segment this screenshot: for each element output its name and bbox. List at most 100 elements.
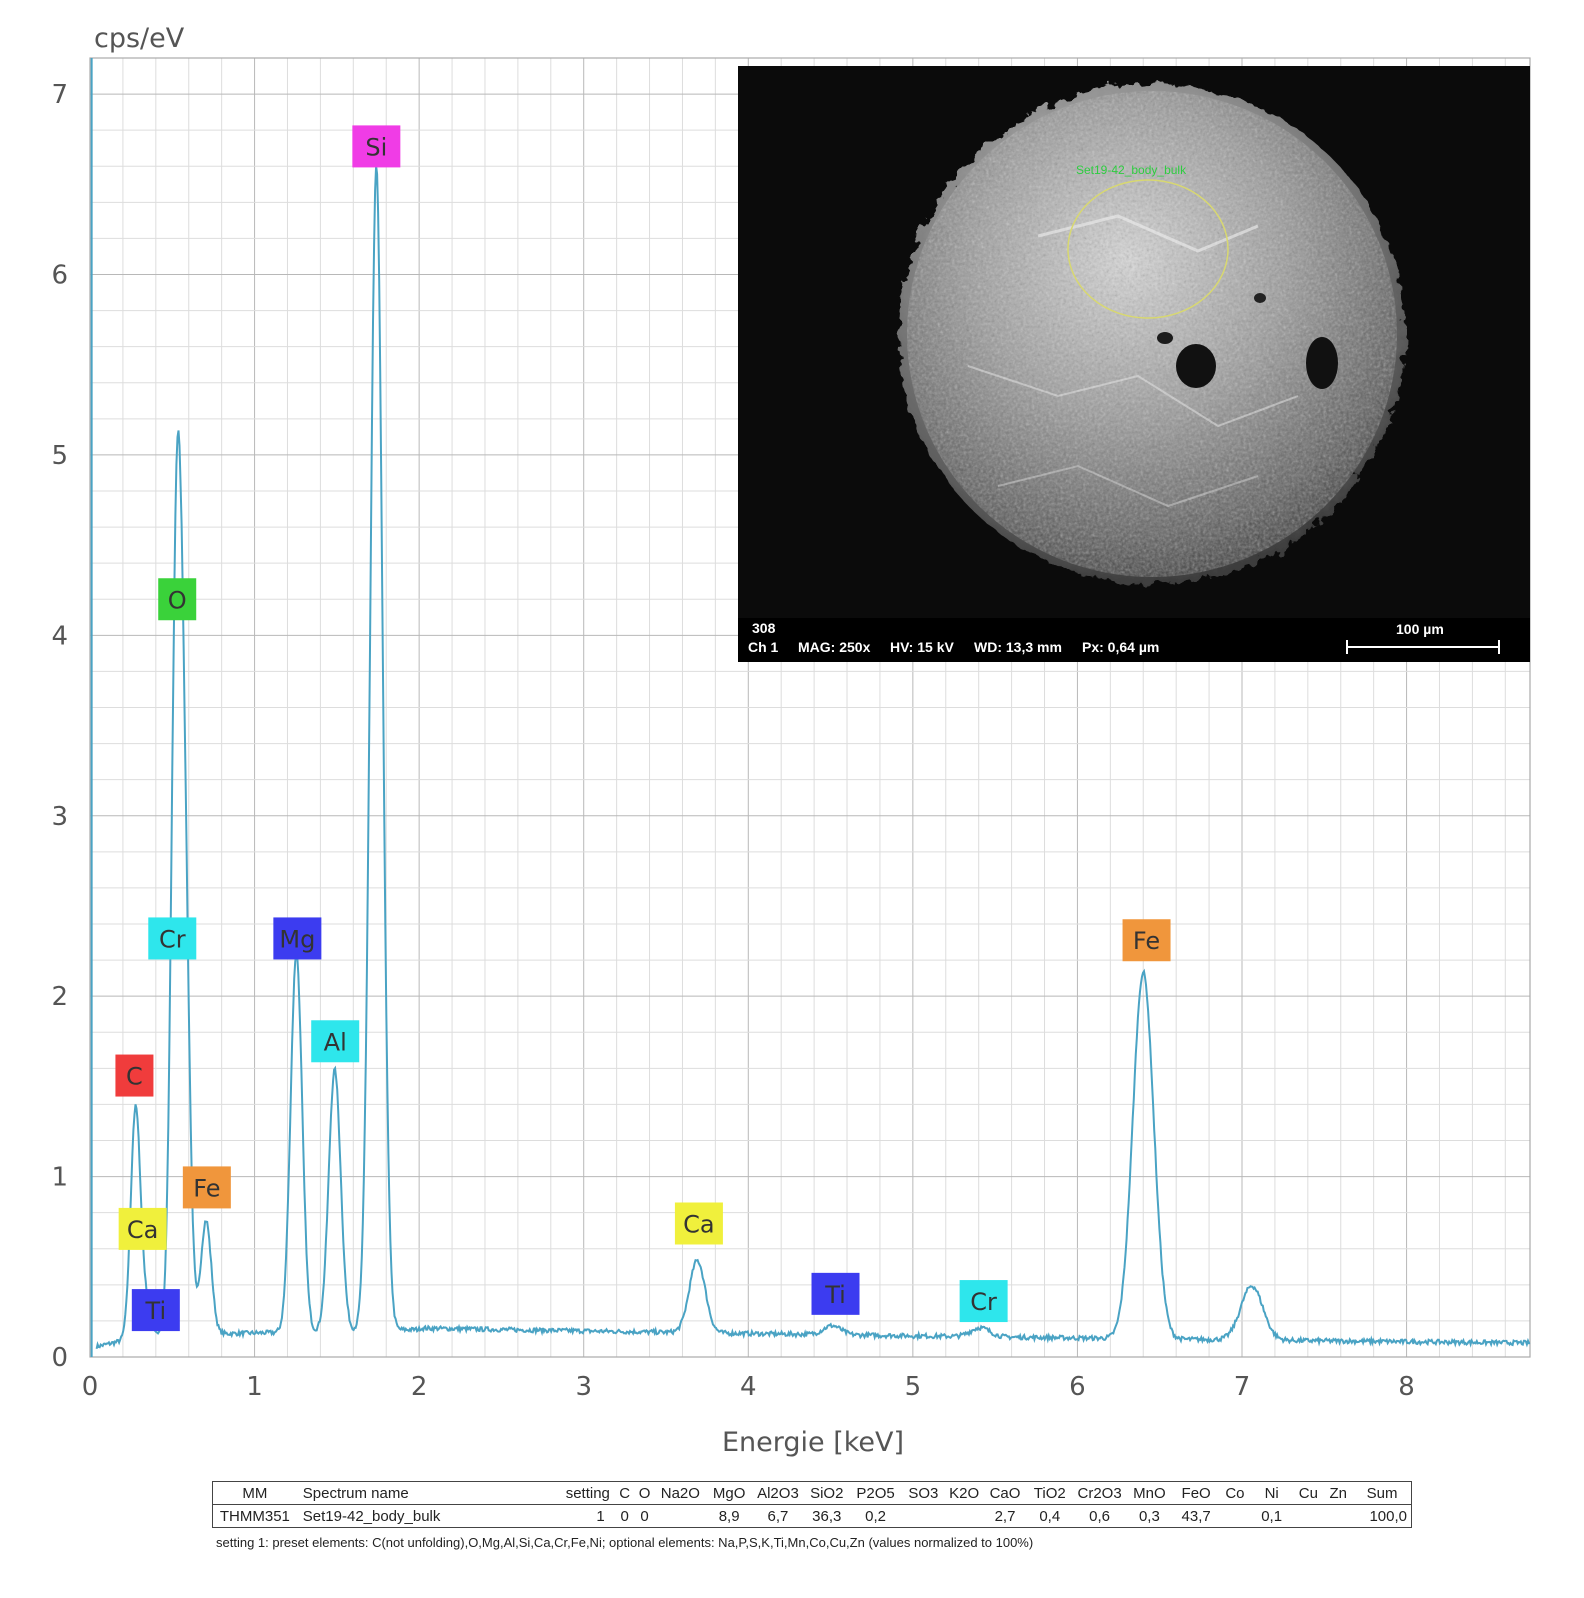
table-cell: 2,7 (994, 1507, 1016, 1525)
peak-label-box (131, 1289, 180, 1332)
peak-label-cr: Cr (148, 917, 197, 960)
channel-info: Ch 1 (748, 639, 779, 655)
header-cell: MgO (706, 1482, 753, 1505)
peak-label-text: Si (365, 133, 387, 161)
peak-label-ti: Ti (811, 1272, 860, 1315)
peak-label-box (273, 917, 322, 960)
quantification-table: MM Spectrum name setting C O Na2O MgO Al… (212, 1481, 1412, 1528)
header-cell: setting (560, 1482, 615, 1505)
peak-label-box (115, 1054, 154, 1097)
peak-label-text: Fe (1133, 927, 1160, 955)
table-footnote: setting 1: preset elements: C(not unfold… (216, 1535, 1034, 1550)
header-cell: FeO (1172, 1482, 1220, 1505)
x-axis-title: Energie [keV] (722, 1427, 904, 1458)
table-cell: 8,9 (718, 1507, 740, 1525)
header-cell: SO3 (901, 1482, 946, 1505)
peak-label-al: Al (311, 1020, 360, 1063)
table-cell: 0,6 (1089, 1507, 1111, 1525)
sem-inset-image: Set19-42_body_bulk 308 Ch 1 MAG: 250x HV… (738, 66, 1530, 662)
table-cell: 6,7 (767, 1507, 789, 1525)
peak-label-text: Ti (145, 1297, 167, 1325)
peak-label-si: Si (352, 125, 401, 168)
peak-label-box (959, 1280, 1008, 1323)
peak-label-ca: Ca (118, 1207, 167, 1250)
spectrum-line (95, 165, 1531, 1350)
peak-label-c: C (115, 1054, 154, 1097)
header-cell: Co (1220, 1482, 1250, 1505)
x-tick-label: 4 (740, 1372, 757, 1402)
magnification-info: MAG: 250x (798, 639, 871, 655)
spectrum-series (90, 58, 1531, 1357)
x-tick-label: 1 (246, 1372, 263, 1402)
x-tick-label: 2 (411, 1372, 428, 1402)
peak-label-text: Ca (127, 1216, 158, 1244)
header-cell: K2O (945, 1482, 984, 1505)
peak-label-o: O (158, 578, 197, 621)
header-cell: O (634, 1482, 655, 1505)
x-tick-label: 3 (575, 1372, 592, 1402)
peak-label-box (811, 1272, 860, 1315)
table-cell: 43,7 (1181, 1507, 1211, 1525)
region-label: Set19-42_body_bulk (1076, 163, 1187, 177)
table-cell (945, 1505, 983, 1528)
peak-label-mg: Mg (273, 917, 322, 960)
y-tick-label: 5 (51, 441, 68, 471)
header-cell: Na2O (654, 1482, 707, 1505)
peak-label-fe: Fe (1122, 919, 1171, 962)
header-cell: Sum (1353, 1482, 1411, 1505)
header-cell: Cr2O3 (1072, 1482, 1127, 1505)
peak-label-box (158, 578, 197, 621)
table-cell: Set19-42_body_bulk (302, 1507, 441, 1525)
pixel-size-info: Px: 0,64 µm (1082, 639, 1160, 655)
peak-label-text: C (126, 1063, 143, 1091)
table-cell (1220, 1505, 1250, 1528)
table-cell: 0,2 (865, 1507, 886, 1525)
x-tick-label: 7 (1234, 1372, 1251, 1402)
x-tick-label: 8 (1398, 1372, 1415, 1402)
peak-label-text: Ti (824, 1281, 846, 1309)
table-cell: 0 (620, 1507, 629, 1525)
x-tick-label: 5 (905, 1372, 922, 1402)
header-cell: MnO (1126, 1482, 1173, 1505)
y-tick-label: 2 (51, 982, 68, 1012)
y-tick-label: 3 (51, 802, 68, 832)
y-axis-title: cps/eV (94, 23, 185, 54)
peak-labels: Si O Cr Mg Al C Fe Ca Ti Ca Ti Cr Fe (115, 125, 1171, 1332)
peak-label-text: Ca (683, 1210, 714, 1238)
header-cell: Cu (1293, 1482, 1324, 1505)
peak-label-ca: Ca (674, 1202, 723, 1245)
peak-label-text: Al (324, 1028, 347, 1056)
peak-label-text: O (168, 586, 187, 614)
header-cell: P2O5 (849, 1482, 902, 1505)
table-cell: 1 (596, 1507, 605, 1525)
table-cell: 0,3 (1138, 1507, 1160, 1525)
x-tick-label: 0 (82, 1372, 99, 1402)
peak-label-text: Fe (193, 1174, 220, 1202)
header-cell: Al2O3 (752, 1482, 804, 1505)
scale-bar (1346, 640, 1500, 654)
peak-label-fe: Fe (182, 1166, 231, 1209)
table-cell: 100,0 (1369, 1507, 1407, 1525)
working-distance-info: WD: 13,3 mm (974, 639, 1062, 655)
peak-label-text: Mg (279, 925, 315, 953)
peak-label-text: Cr (159, 925, 186, 953)
peak-label-box (311, 1020, 360, 1063)
peak-label-ti: Ti (131, 1289, 180, 1332)
header-cell: Zn (1323, 1482, 1354, 1505)
table-header-row: MM Spectrum name setting C O Na2O MgO Al… (213, 1482, 1411, 1505)
header-cell: CaO (983, 1482, 1027, 1505)
table-cell (1323, 1505, 1353, 1528)
chart-axes: 0 1 2 3 4 5 6 7 8 0 1 2 3 4 5 6 7 (51, 57, 1531, 1402)
y-tick-label: 4 (51, 621, 68, 651)
header-cell: TiO2 (1026, 1482, 1073, 1505)
peak-label-text: Cr (970, 1288, 997, 1316)
table-cell (654, 1505, 706, 1528)
table-cell: THMM351 (219, 1507, 290, 1525)
y-tick-label: 1 (51, 1163, 68, 1193)
peak-label-box (674, 1202, 723, 1245)
sem-particle-graphic: Set19-42_body_bulk (738, 66, 1530, 662)
table-cell: 0,4 (1039, 1507, 1061, 1525)
header-cell: C (614, 1482, 635, 1505)
peak-label-box (182, 1166, 231, 1209)
table-cell: 0,1 (1261, 1507, 1283, 1525)
